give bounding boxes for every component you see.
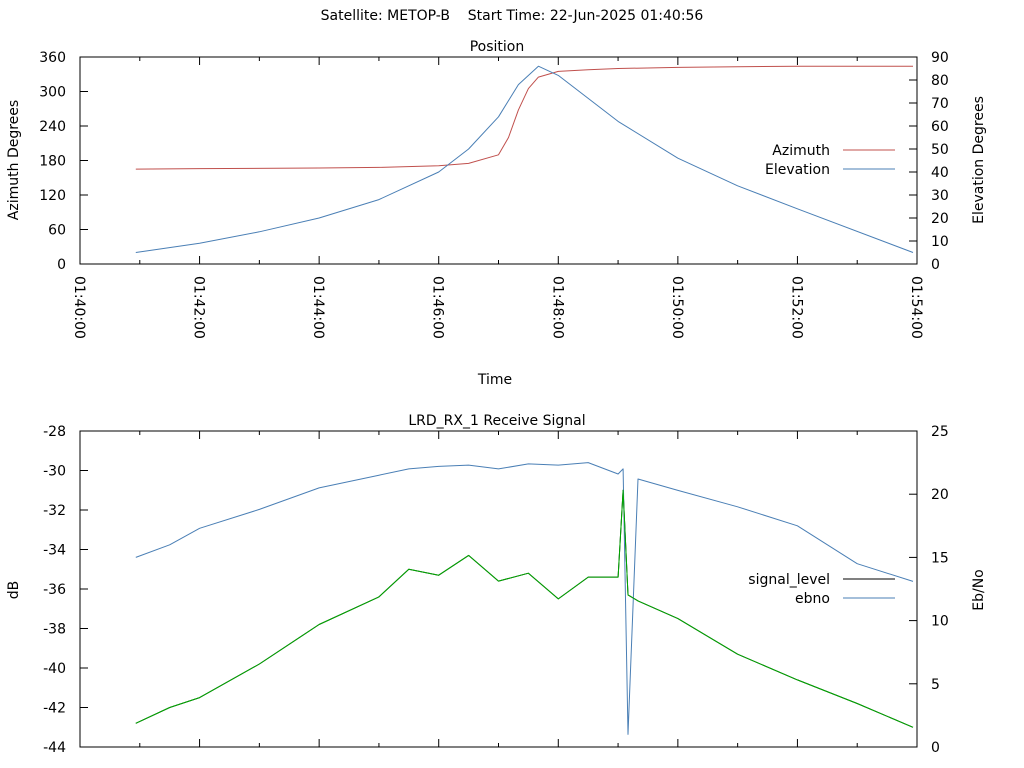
x-tick-label: 01:50:00 [669,276,685,339]
y-tick-label: -30 [43,464,66,480]
y-tick-label: -42 [43,701,66,717]
y2-tick-label: 0 [931,740,940,756]
y-tick-label: 300 [39,85,66,101]
position-y2-axis: 0 10 20 30 40 50 60 70 80 90 [909,50,949,273]
series-line-ebno [135,462,914,735]
y2-tick-label: 20 [931,211,949,227]
receive-signal-chart: LRD_RX_1 Receive Signal -44-42-40-38-36-… [6,413,987,756]
receive-signal-x-axis [79,431,918,747]
page-title: Satellite: METOP-B Start Time: 22-Jun-20… [320,8,704,24]
y2-tick-label: 10 [931,614,949,630]
position-x-axis: 01:40:00 01:42:00 01:44:00 01:46:00 01:48:00… [71,57,924,339]
position-y-axis-label: Azimuth Degrees [6,100,22,220]
position-series [135,65,914,253]
y-tick-label: 60 [48,223,66,239]
y2-tick-label: 30 [931,188,949,204]
y-tick-label: -32 [43,503,66,519]
x-tick-label: 01:42:00 [191,276,207,339]
receive-signal-y-axis: -44 -42 -40 -38 -36 -34 -32 -30 -28 [43,424,88,756]
y2-tick-label: 40 [931,165,949,181]
series-line-Elevation [135,65,914,253]
y2-tick-label: 15 [931,550,949,566]
x-tick-label: 01:40:00 [71,276,87,339]
receive-signal-series [135,462,914,735]
position-y-axis: 0 60 120 180 240 300 360 [39,50,88,273]
position-plot-frame [79,56,918,265]
receive-signal-y-axis-label: dB [6,581,22,600]
y-tick-label: 240 [39,119,66,135]
y-tick-label: 360 [39,50,66,66]
y2-tick-label: 5 [931,677,940,693]
receive-signal-y2-axis-label: Eb/No [971,569,987,611]
y-tick-label: -40 [43,661,66,677]
x-tick-label: 01:52:00 [788,276,804,339]
y2-tick-label: 25 [931,424,949,440]
y-tick-label: -44 [43,740,66,756]
position-x-axis-label: Time [477,372,512,388]
x-tick-label: 01:48:00 [549,276,565,339]
receive-signal-legend: signal_level ebno [748,572,895,607]
series-line-Azimuth [135,65,913,170]
receive-signal-plot-frame [79,430,918,748]
receive-signal-chart-title: LRD_RX_1 Receive Signal [408,413,585,429]
y2-tick-label: 50 [931,142,949,158]
y2-tick-label: 20 [931,487,949,503]
receive-signal-y2-axis: 0 5 10 15 20 25 [909,424,949,756]
y-tick-label: -36 [43,582,66,598]
y2-tick-label: 0 [931,257,940,273]
x-tick-label: 01:46:00 [430,276,446,339]
position-y2-axis-label: Elevation Degrees [971,96,987,224]
legend-label-azimuth: Azimuth [772,143,830,159]
y-tick-label: -28 [43,424,66,440]
y2-tick-label: 70 [931,96,949,112]
y-tick-label: -34 [43,543,66,559]
y2-tick-label: 90 [931,50,949,66]
y-tick-label: 0 [57,257,66,273]
y2-tick-label: 80 [931,73,949,89]
legend-label-elevation: Elevation [765,162,830,178]
series-line-series-2 [135,489,914,728]
position-chart: Position 0 60 120 180 240 300 360 0 10 20 30 40 50 6… [6,39,987,388]
y-tick-label: -38 [43,622,66,638]
y-tick-label: 180 [39,154,66,170]
x-tick-label: 01:44:00 [310,276,326,339]
legend-label-ebno: ebno [795,591,830,607]
y2-tick-label: 10 [931,234,949,250]
position-chart-title: Position [470,39,525,55]
y2-tick-label: 60 [931,119,949,135]
y-tick-label: 120 [39,188,66,204]
legend-label-signal-level: signal_level [748,572,830,588]
x-tick-label: 01:54:00 [908,276,924,339]
position-legend: Azimuth Elevation [765,143,895,178]
